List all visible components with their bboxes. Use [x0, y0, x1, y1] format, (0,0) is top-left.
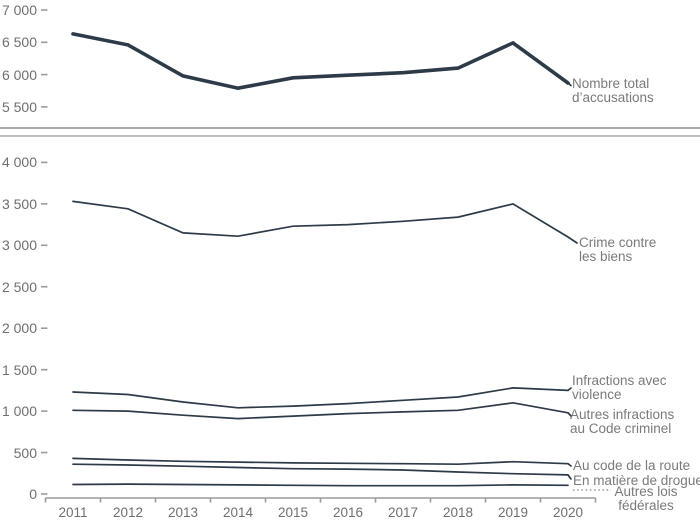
label-leader-code_route — [567, 462, 572, 467]
x-tick-label: 2011 — [58, 505, 88, 520]
series-label-crime-biens: Crime contre les biens — [579, 236, 656, 264]
series-label-line: d’accusations — [572, 89, 654, 105]
x-tick-label: 2013 — [167, 505, 199, 520]
series-label-drogue: En matière de drogue — [573, 474, 700, 488]
y-tick-label: 7 000 — [1, 2, 37, 18]
x-tick-label: 2014 — [222, 505, 254, 520]
series-label-line: Infractions avec — [572, 373, 667, 388]
series-line-total — [71, 32, 570, 91]
label-leader-drogue — [567, 474, 572, 480]
y-tick-label: 3 000 — [1, 237, 37, 254]
y-tick-label: 5 500 — [1, 98, 37, 115]
y-tick-label: 1 500 — [1, 361, 37, 378]
series-line-crime_biens — [72, 200, 569, 238]
y-tick-label: 3 500 — [1, 195, 37, 212]
series-label-line: En matière de drogue — [573, 473, 700, 488]
series-label-line: au Code criminel — [570, 420, 672, 436]
series-label-line: Crime contre — [579, 235, 657, 250]
x-tick-label: 2012 — [112, 505, 144, 520]
label-leader-autres_code_criminel — [567, 411, 572, 417]
label-leader-infractions_violence — [567, 387, 572, 392]
series-label-line: violence — [572, 386, 622, 402]
x-tick-label: 2018 — [442, 505, 474, 520]
series-label-line: Au code de la route — [573, 458, 691, 473]
series-label-line: fédérales — [618, 497, 674, 513]
x-tick-label: 2017 — [387, 505, 419, 520]
label-leader-total — [567, 82, 572, 87]
series-label-line: Nombre total — [572, 76, 650, 91]
series-label-infractions-violence: Infractions avec violence — [572, 374, 667, 402]
series-line-drogue — [72, 463, 569, 476]
y-tick-label: 4 000 — [1, 154, 37, 171]
series-label-autres-code-criminel: Autres infractions au Code criminel — [570, 408, 674, 436]
y-tick-label: 500 — [13, 444, 37, 461]
y-tick-label: 2 000 — [1, 320, 37, 337]
x-tick-label: 2015 — [277, 505, 309, 520]
series-label-line: les biens — [579, 248, 633, 264]
y-tick-label: 0 — [29, 486, 37, 502]
series-line-code_route — [72, 457, 569, 466]
y-tick-label: 6 000 — [1, 66, 37, 83]
x-tick-label: 2016 — [332, 505, 364, 520]
y-tick-label: 1 000 — [1, 403, 37, 420]
x-tick-label: 2020 — [552, 505, 584, 520]
series-label-autres-lois: Autres lois fédérales — [610, 485, 682, 513]
series-label-line: Autres lois — [614, 484, 678, 499]
y-tick-label: 2 500 — [1, 278, 37, 295]
series-label-line: Autres infractions — [570, 407, 675, 422]
series-label-code-route: Au code de la route — [573, 459, 690, 473]
y-tick-label: 6 500 — [1, 34, 37, 51]
x-tick-label: 2019 — [497, 505, 529, 520]
label-leader-crime_biens — [567, 236, 578, 244]
series-label-nombre-total: Nombre total d’accusations — [572, 77, 654, 105]
series-line-autres_lois — [72, 483, 569, 487]
series-line-autres_code_criminel — [72, 401, 569, 420]
series-line-infractions_violence — [72, 387, 569, 409]
